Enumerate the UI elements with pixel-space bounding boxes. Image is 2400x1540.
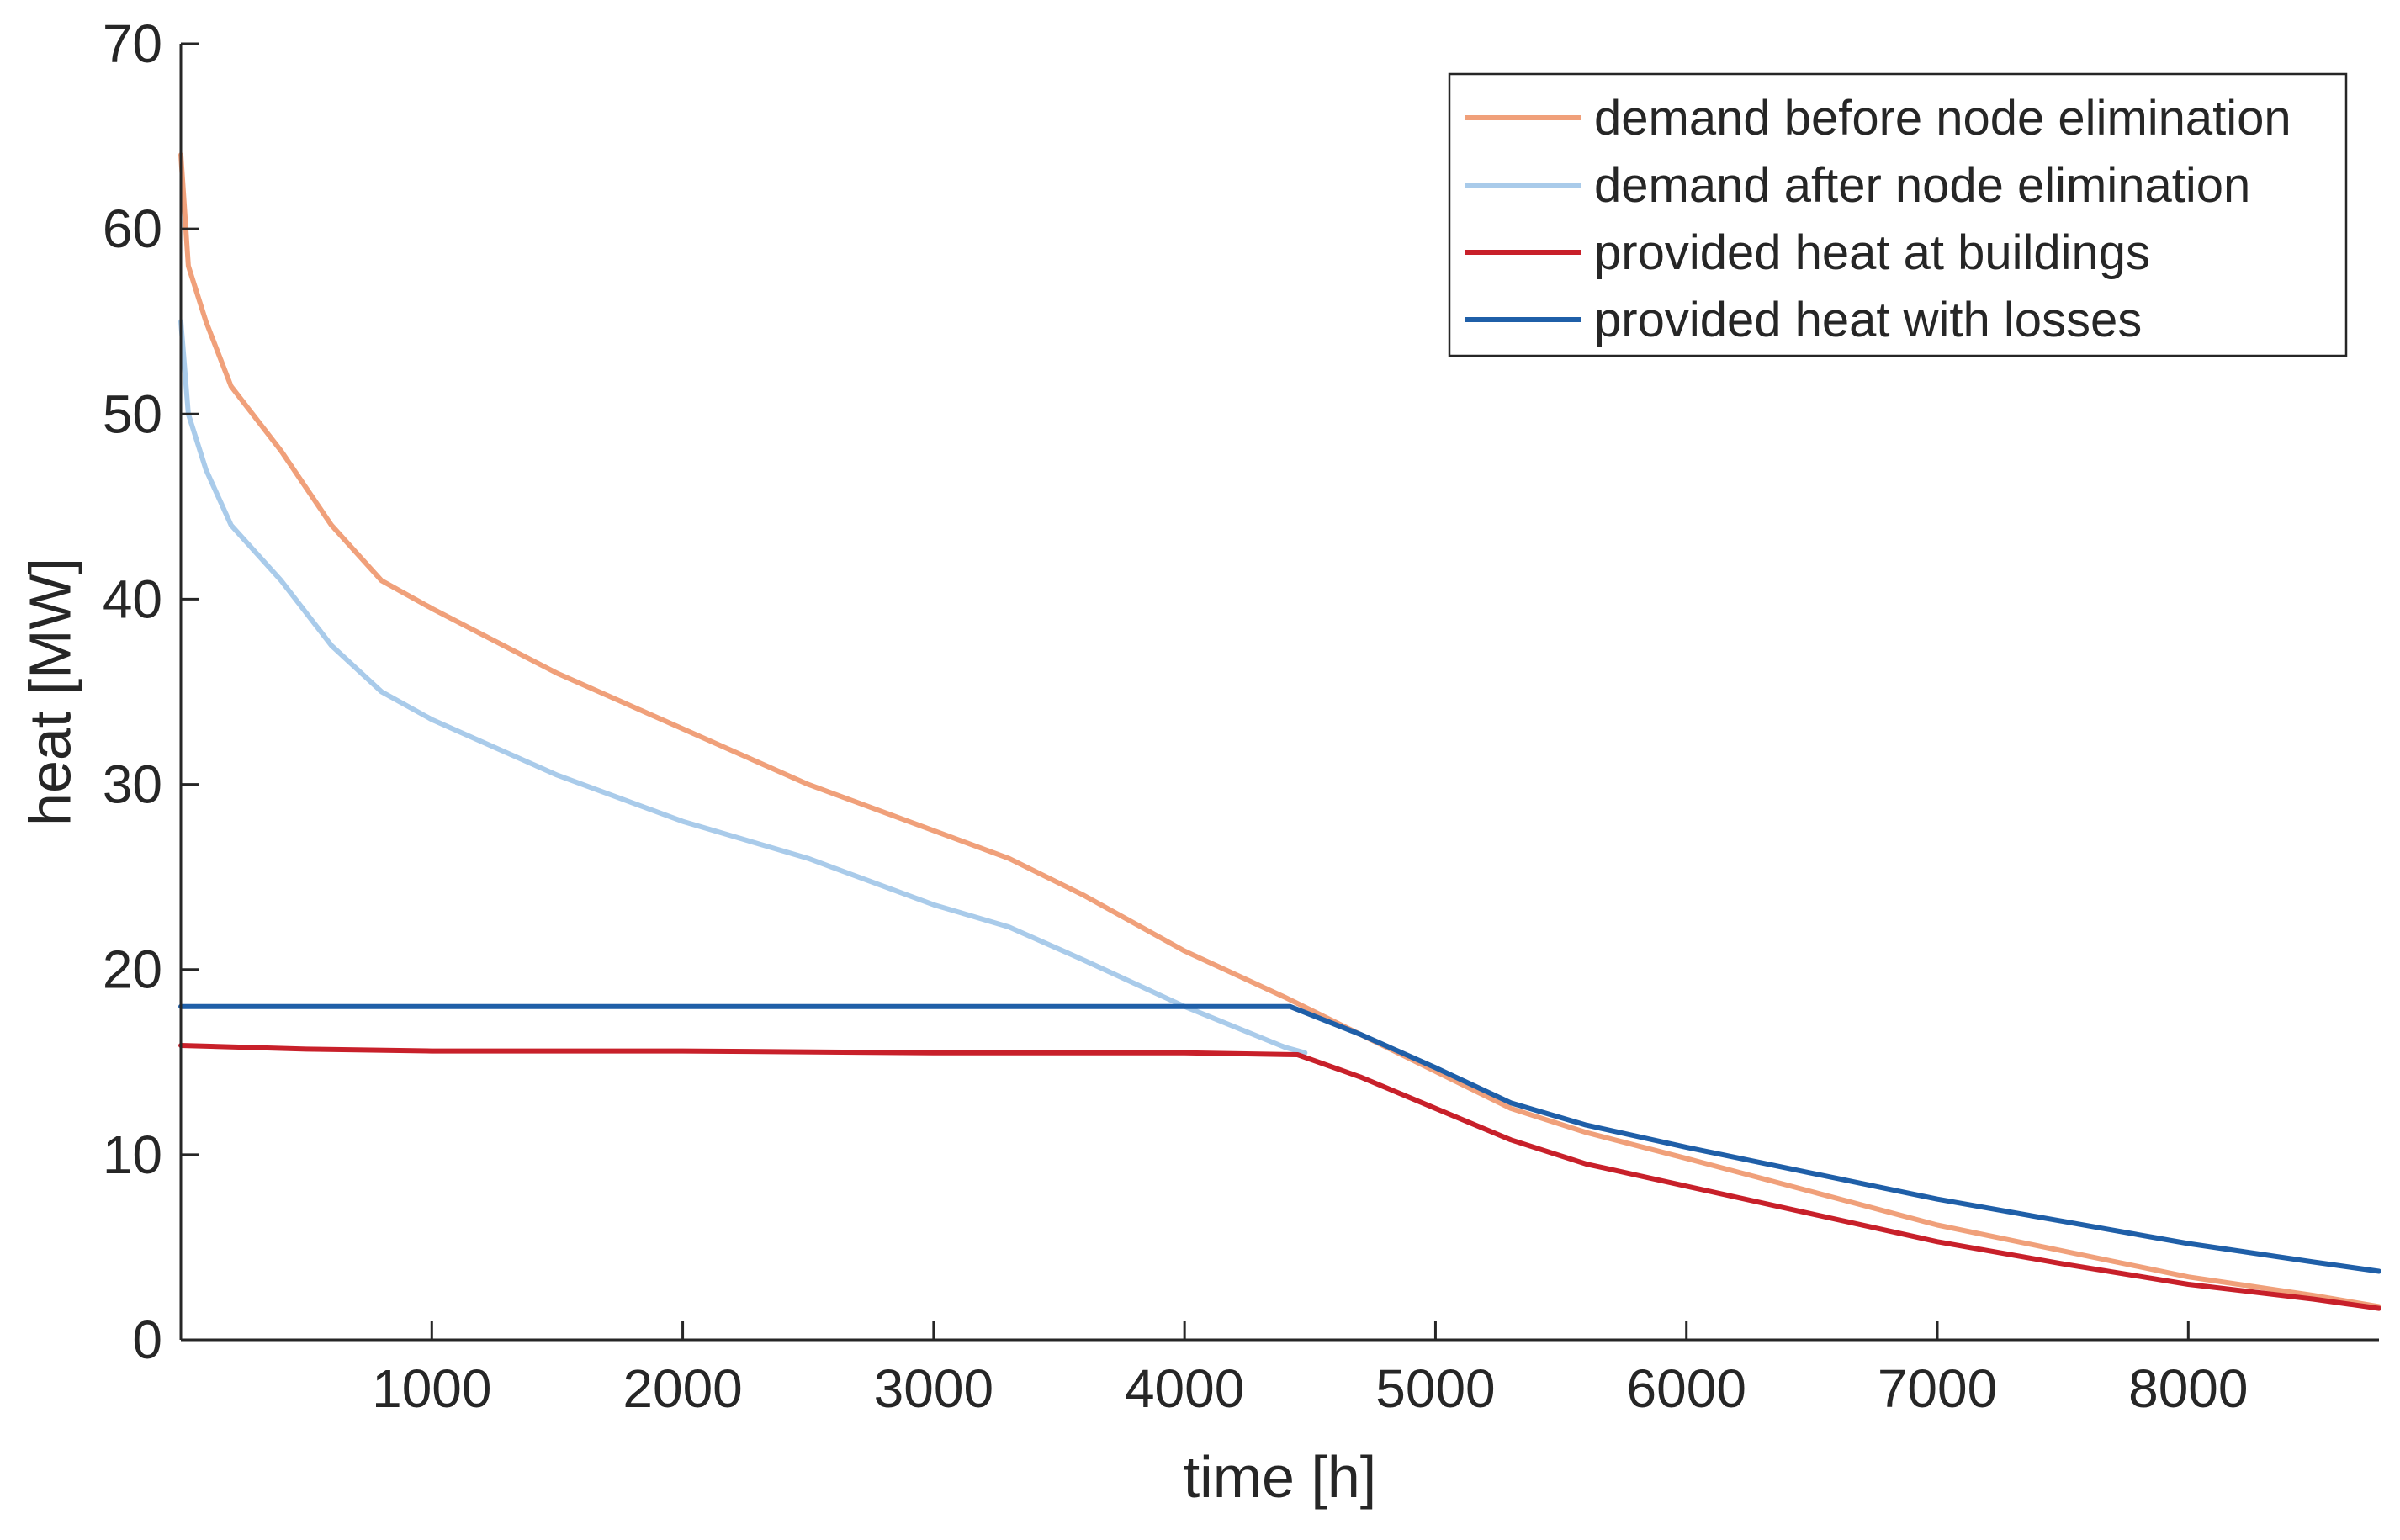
series-layer bbox=[178, 152, 2381, 1311]
legend-label: demand before node elimination bbox=[1594, 91, 2291, 146]
legend-items: demand before node elimination demand aft… bbox=[1465, 91, 2291, 347]
series-line-1 bbox=[178, 152, 2381, 1310]
y-tick-label: 60 bbox=[103, 198, 162, 259]
x-axis-ticks: 1000 2000 3000 4000 5000 6000 7000 8000 bbox=[372, 1321, 2248, 1419]
legend-label: provided heat with losses bbox=[1594, 293, 2142, 347]
y-axis-title: heat [MW] bbox=[17, 558, 82, 826]
series-line-3 bbox=[178, 1043, 2381, 1311]
x-axis-title: time [h] bbox=[1184, 1444, 1377, 1510]
x-tick-label: 7000 bbox=[1878, 1358, 1997, 1419]
legend-item: demand after node elimination bbox=[1465, 158, 2250, 213]
y-tick-label: 70 bbox=[103, 13, 162, 74]
legend-item: provided heat with losses bbox=[1465, 293, 2142, 347]
y-tick-label: 10 bbox=[103, 1125, 162, 1185]
x-tick-label: 8000 bbox=[2128, 1358, 2248, 1419]
x-tick-label: 3000 bbox=[874, 1358, 993, 1419]
legend-box bbox=[1448, 72, 2348, 357]
x-tick-label: 6000 bbox=[1627, 1358, 1746, 1419]
legend: demand before node elimination demand aft… bbox=[1448, 72, 2348, 357]
legend-label: demand after node elimination bbox=[1594, 158, 2250, 213]
y-tick-label: 50 bbox=[103, 384, 162, 444]
x-tick-label: 2000 bbox=[623, 1358, 742, 1419]
y-tick-label: 20 bbox=[103, 939, 162, 1000]
x-tick-label: 4000 bbox=[1125, 1358, 1244, 1419]
legend-label: provided heat at buildings bbox=[1594, 225, 2150, 280]
legend-item: provided heat at buildings bbox=[1465, 225, 2150, 280]
series-line-4 bbox=[178, 1003, 2381, 1274]
series-line-2 bbox=[178, 319, 1308, 1056]
y-axis-ticks: 0 10 20 30 40 50 60 70 bbox=[103, 13, 199, 1370]
y-tick-label: 0 bbox=[132, 1310, 162, 1370]
y-tick-label: 40 bbox=[103, 569, 162, 629]
legend-item: demand before node elimination bbox=[1465, 91, 2291, 146]
x-tick-label: 1000 bbox=[372, 1358, 491, 1419]
x-tick-label: 5000 bbox=[1375, 1358, 1495, 1419]
y-tick-label: 30 bbox=[103, 754, 162, 815]
